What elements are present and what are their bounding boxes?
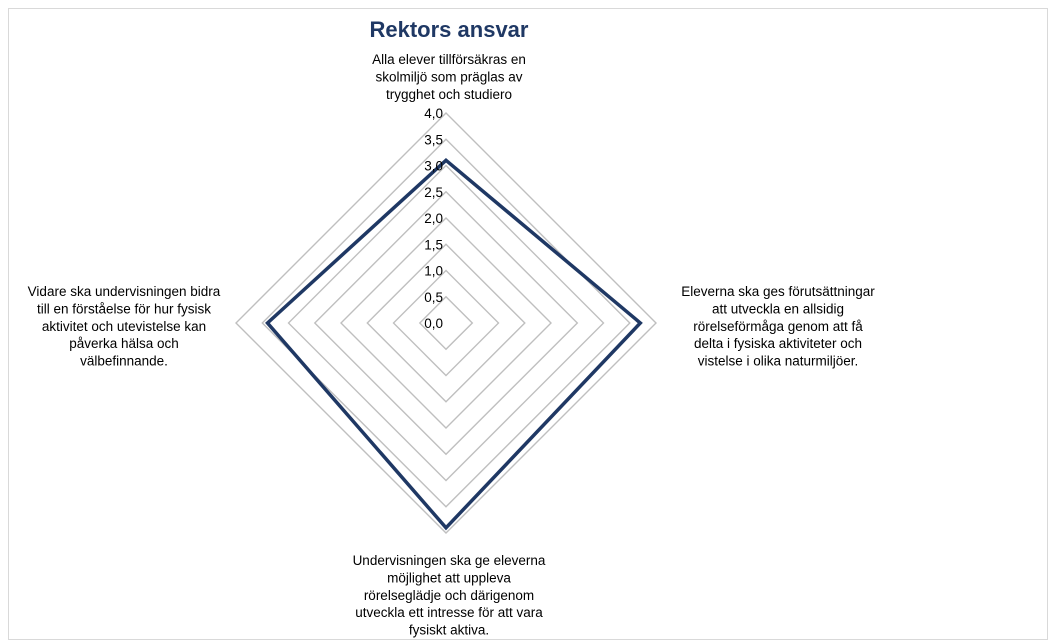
category-label: Vidare ska undervisningen bidra till en f… bbox=[28, 284, 221, 369]
grid-rings bbox=[236, 113, 656, 533]
tick-label: 1,5 bbox=[424, 237, 443, 252]
tick-label: 2,5 bbox=[424, 185, 443, 200]
category-label-line: Alla elever tillförsäkras en bbox=[372, 52, 526, 67]
grid-ring bbox=[341, 218, 551, 428]
category-label-line: skolmiljö som präglas av bbox=[375, 69, 522, 84]
grid-ring bbox=[236, 113, 656, 533]
category-labels: Alla elever tillförsäkras en skolmiljö so… bbox=[28, 52, 876, 638]
tick-label: 3,0 bbox=[424, 159, 443, 174]
grid-ring bbox=[367, 244, 525, 401]
category-label-line: till en förståelse för hur fysisk bbox=[37, 301, 211, 316]
grid-ring bbox=[262, 139, 630, 507]
category-label-line: utveckla ett intresse för att vara bbox=[355, 605, 543, 620]
category-label: Undervisningen ska ge eleverna möjlighet … bbox=[353, 553, 546, 638]
category-label-line: Eleverna ska ges förutsättningar bbox=[681, 284, 875, 299]
grid-ring bbox=[289, 166, 604, 481]
category-label-line: Vidare ska undervisningen bidra bbox=[28, 284, 221, 299]
tick-label: 3,5 bbox=[424, 132, 443, 147]
chart-frame: Rektors ansvar 0,0 0,5 1,0 1,5 2,0 2,5 3,0 3,5 4… bbox=[8, 8, 1048, 640]
radar-chart: Rektors ansvar 0,0 0,5 1,0 1,5 2,0 2,5 3,0 3,5 4… bbox=[9, 9, 1049, 641]
category-label-line: vistelse i olika naturmiljöer. bbox=[698, 354, 859, 369]
tick-labels: 0,0 0,5 1,0 1,5 2,0 2,5 3,0 3,5 4,0 bbox=[424, 106, 443, 331]
category-label-line: Undervisningen ska ge eleverna bbox=[353, 553, 546, 568]
tick-label: 0,5 bbox=[424, 290, 443, 305]
tick-label: 1,0 bbox=[424, 264, 443, 279]
category-label-line: att utveckla en allsidig bbox=[712, 301, 844, 316]
category-label: Eleverna ska ges förutsättningar att utve… bbox=[681, 284, 875, 369]
tick-label: 4,0 bbox=[424, 106, 443, 121]
grid-ring bbox=[394, 271, 499, 376]
category-label-line: aktivitet och utevistelse kan bbox=[42, 319, 206, 334]
tick-label: 2,0 bbox=[424, 211, 443, 226]
category-label-line: trygghet och studiero bbox=[386, 87, 512, 102]
category-label-line: välbefinnande. bbox=[80, 354, 168, 369]
category-label: Alla elever tillförsäkras en skolmiljö so… bbox=[372, 52, 526, 102]
category-label-line: möjlighet att uppleva bbox=[387, 570, 511, 585]
category-label-line: fysiskt aktiva. bbox=[409, 623, 489, 638]
category-label-line: delta i fysiska aktiviteter och bbox=[694, 336, 862, 351]
category-label-line: rörelseglädje och därigenom bbox=[364, 588, 534, 603]
tick-label: 0,0 bbox=[424, 316, 443, 331]
chart-title: Rektors ansvar bbox=[370, 17, 529, 42]
category-label-line: rörelseförmåga genom att få bbox=[693, 319, 863, 334]
category-label-line: påverka hälsa och bbox=[69, 336, 179, 351]
